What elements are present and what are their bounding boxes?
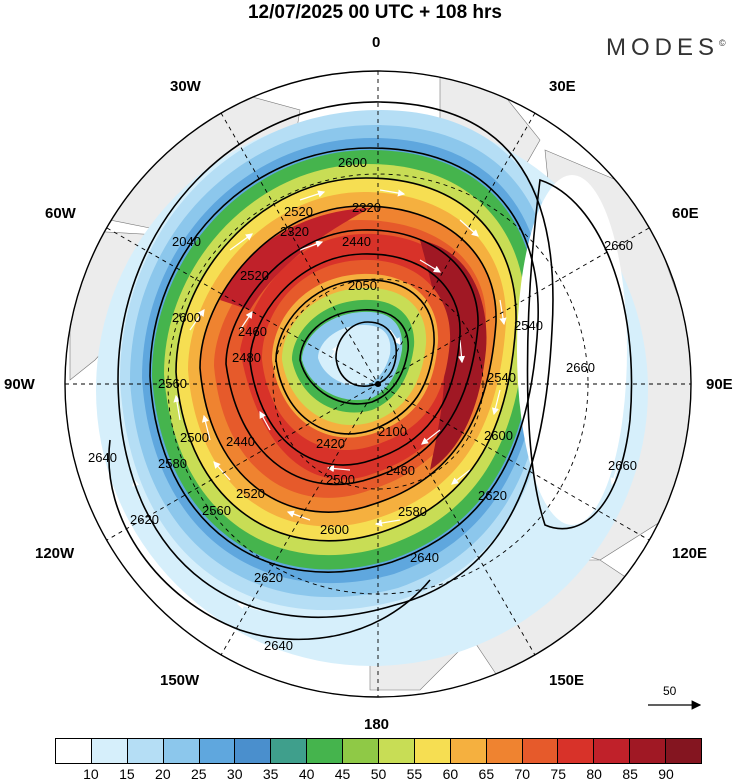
lon-label-60w: 60W [45,205,76,222]
contour-label: 2520 [240,268,269,283]
contour-label: 2600 [172,310,201,325]
colorbar-bin [199,739,236,763]
colorbar-tick-label: 40 [298,766,315,782]
contour-label: 2620 [478,488,507,503]
lon-label-150w: 150W [160,672,200,689]
colorbar-bin [163,739,200,763]
colorbar-tick-label: 65 [478,766,495,782]
lon-label-30w: 30W [170,78,201,95]
contour-label: 2640 [88,450,117,465]
contour-label: 2600 [320,522,349,537]
colorbar-bin [235,739,272,763]
contour-label: 2050 [348,278,377,293]
contour-label: 2560 [202,503,231,518]
colorbar-tick-label: 85 [622,766,638,782]
lon-label-150e: 150E [549,672,585,689]
contour-label: 2540 [514,318,543,333]
colorbar-tick-label: 10 [83,766,99,782]
contour-label: 2560 [158,376,187,391]
contour-label: 2540 [487,370,516,385]
contour-label-group: 2600 2520 2320 2440 2320 2040 2050 2600 … [88,155,637,653]
north-pole-marker [375,381,381,387]
contour-label: 2640 [264,638,293,653]
colorbar-bin [558,739,595,763]
colorbar-tick-label: 55 [406,766,423,782]
modes-logo: MODES© [606,34,726,61]
contour-label: 2440 [342,234,371,249]
lon-label-120w: 120W [35,545,75,562]
contour-label: 2620 [130,512,159,527]
contour-label: 2600 [484,428,513,443]
contour-label: 2640 [410,550,439,565]
lon-label-90e: 90E [706,376,733,393]
contour-label: 2500 [180,430,209,445]
colorbar-tick-label: 60 [442,766,459,782]
colorbar-tick-label: 20 [155,766,171,782]
contour-label: 2600 [338,155,367,170]
colorbar-bin [343,739,380,763]
contour-label: 2580 [158,456,187,471]
colorbar-tick-label: 75 [550,766,567,782]
colorbar-tick-label: 15 [119,766,135,782]
lon-label-0: 0 [372,34,381,51]
colorbar-bin [271,739,308,763]
contour-label: 2580 [398,504,427,519]
chart-title: 12/07/2025 00 UTC + 108 hrs [247,2,503,23]
lon-label-180: 180 [364,716,390,733]
contour-label: 2420 [316,436,345,451]
colorbar-bin [56,739,92,763]
colorbar-bin [630,739,667,763]
colorbar-bin [414,739,451,763]
contour-label: 2460 [238,324,267,339]
map-border [64,70,692,698]
lon-label-90w: 90W [4,376,35,393]
contour-label: 2480 [386,463,415,478]
colorbar-tick-label: 30 [226,766,243,782]
contour-label: 2500 [326,472,355,487]
colorbar-bin [307,739,344,763]
colorbar-tick-label: 90 [658,766,674,782]
colorbar-tick-label: 80 [586,766,602,782]
colorbar-bin [127,739,164,763]
contour-label: 2480 [232,350,261,365]
contour-label: 2660 [608,458,637,473]
lon-label-120e: 120E [672,545,708,562]
contour-label: 2660 [566,360,595,375]
lon-label-30e: 30E [549,78,576,95]
reference-vector-label: 50 [663,684,677,698]
colorbar-bin [666,739,702,763]
contour-label: 2620 [254,570,283,585]
colorbar [55,738,702,764]
colorbar-bin [486,739,523,763]
colorbar-bin [91,739,128,763]
contour-label: 2660 [604,238,633,253]
contour-label: 2100 [378,424,407,439]
colorbar-tick-label: 50 [370,766,387,782]
colorbar-tick-label: 45 [334,766,351,782]
contour-label: 2520 [236,486,265,501]
colorbar-bin [450,739,487,763]
colorbar-tick-label: 25 [190,766,207,782]
colorbar-tick-label: 35 [262,766,279,782]
colorbar-tick-label: 70 [514,766,531,782]
contour-label: 2520 [284,204,313,219]
contour-label: 2320 [352,200,381,215]
contour-label: 2320 [280,224,309,239]
contour-label: 2040 [172,234,201,249]
lon-label-60e: 60E [672,205,699,222]
colorbar-bin [522,739,559,763]
colorbar-bin [594,739,631,763]
contour-label: 2440 [226,434,255,449]
colorbar-bin [379,739,415,763]
